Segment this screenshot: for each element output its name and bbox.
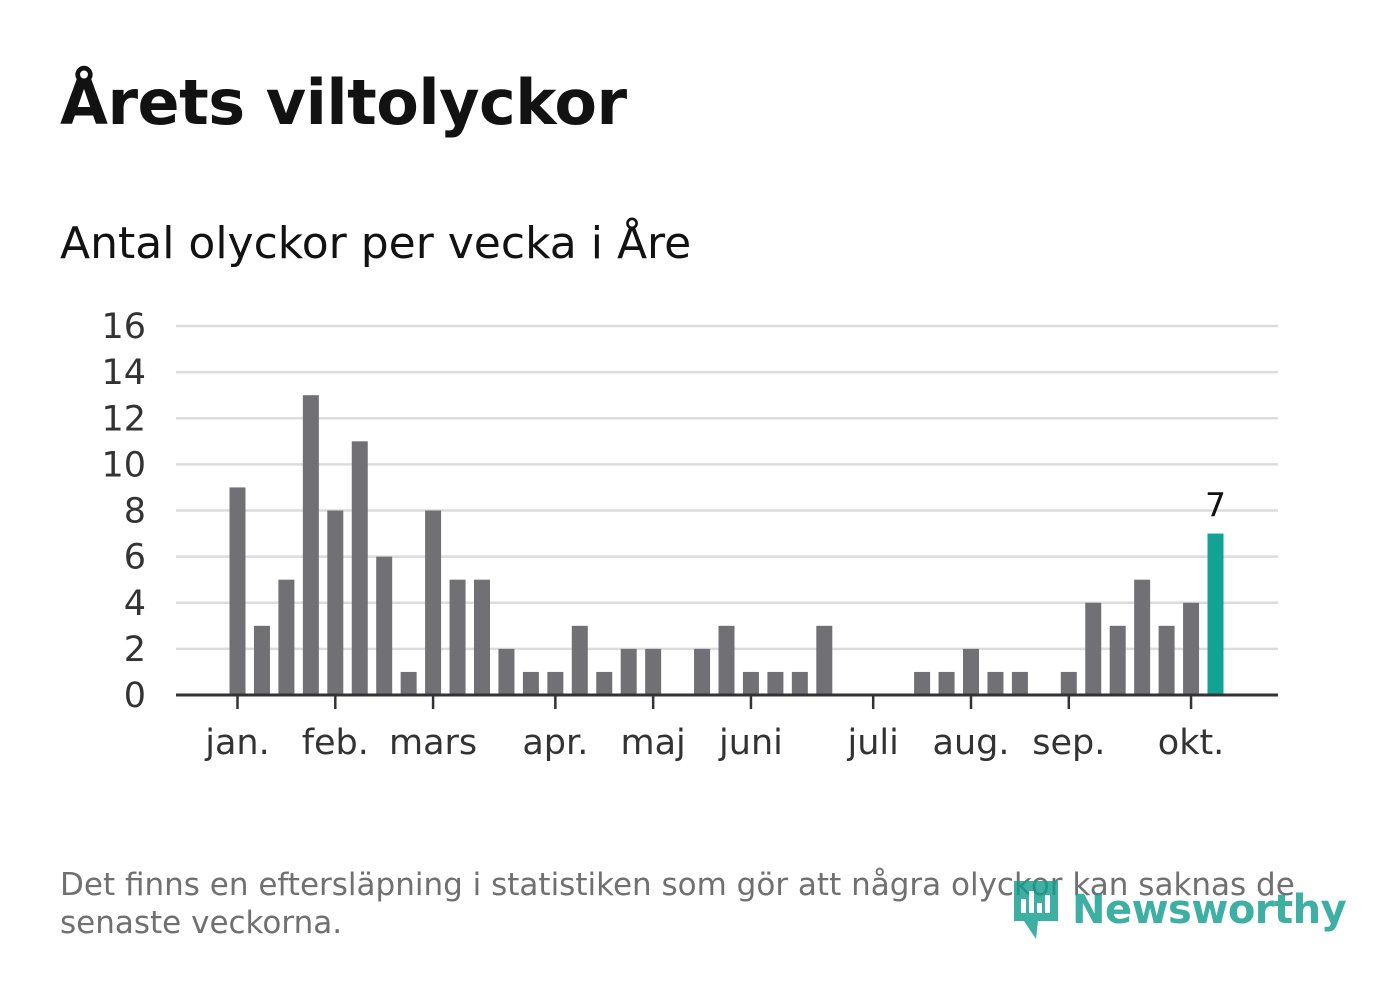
bar (229, 487, 246, 695)
y-tick-label: 14 (101, 353, 146, 393)
bar (253, 625, 270, 695)
bar (987, 671, 1004, 695)
bar (767, 671, 784, 695)
bar (1183, 602, 1200, 695)
x-tick-label: okt. (1158, 723, 1225, 763)
bar (547, 671, 564, 695)
bar (620, 648, 637, 695)
x-tick-label: apr. (522, 723, 588, 763)
bar (938, 671, 955, 695)
bar (914, 671, 931, 695)
bar (1158, 625, 1175, 695)
x-tick-label: feb. (302, 723, 369, 763)
x-tick-label: mars (389, 723, 477, 763)
bar (645, 648, 662, 695)
bar (327, 510, 344, 695)
bar (791, 671, 808, 695)
bar (302, 395, 319, 695)
bar (425, 510, 442, 695)
bar (1060, 671, 1077, 695)
logo-text: Newsworthy (1072, 887, 1347, 933)
x-tick-label: jan. (204, 723, 269, 763)
bar (351, 441, 368, 695)
x-tick-label: sep. (1032, 723, 1105, 763)
bar (474, 579, 490, 695)
bar (816, 625, 833, 695)
y-tick-label: 6 (124, 538, 146, 578)
bar (278, 579, 295, 695)
y-tick-label: 10 (101, 445, 146, 485)
x-tick-label: juli (847, 723, 899, 763)
bar (963, 648, 979, 695)
bar (1085, 602, 1102, 695)
y-tick-label: 16 (101, 307, 146, 347)
chart-title: Årets viltolyckor (60, 66, 627, 139)
bar (498, 648, 515, 695)
chart-subtitle: Antal olyckor per vecka i Åre (60, 218, 692, 269)
bar (1134, 579, 1151, 695)
bar (1109, 625, 1126, 695)
y-tick-label: 4 (124, 584, 146, 624)
y-tick-label: 0 (124, 676, 146, 716)
highlight-value-label: 7 (1205, 486, 1226, 525)
footnote: Det finns en eftersläpning i statistiken… (60, 867, 1295, 941)
highlight-bar (1207, 533, 1224, 695)
y-tick-label: 2 (124, 630, 146, 670)
bar (718, 625, 735, 695)
x-tick-label: aug. (933, 723, 1010, 763)
bar (1011, 671, 1028, 695)
newsworthy-logo[interactable]: Newsworthy (1010, 875, 1347, 945)
bar (522, 671, 539, 695)
y-tick-label: 8 (124, 492, 146, 532)
x-tick-label: juni (718, 723, 783, 763)
bar (596, 671, 613, 695)
bar (400, 671, 417, 695)
y-tick-label: 12 (101, 399, 146, 439)
bar (571, 625, 588, 695)
x-tick-label: maj (621, 723, 686, 763)
bar (449, 579, 466, 695)
bar (694, 648, 711, 695)
newsworthy-logo-icon (1014, 881, 1058, 939)
bar (742, 671, 759, 695)
bar (376, 556, 393, 695)
